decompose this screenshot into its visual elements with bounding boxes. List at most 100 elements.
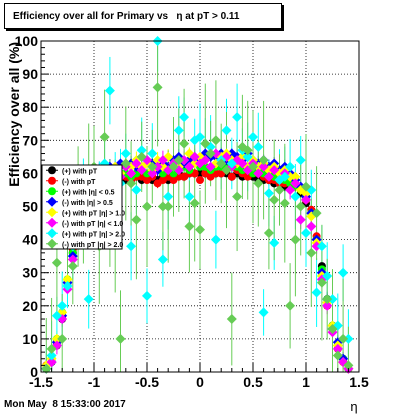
y-tick-label: 30 bbox=[22, 265, 38, 281]
y-tick-label: 60 bbox=[22, 165, 38, 181]
data-point bbox=[57, 333, 68, 344]
data-point bbox=[295, 155, 306, 166]
data-point bbox=[126, 168, 137, 179]
data-point bbox=[322, 271, 333, 282]
legend-label: (-) with pT |η| < 1.0 bbox=[62, 221, 123, 228]
y-tick-label: 40 bbox=[22, 232, 38, 248]
data-point bbox=[274, 184, 285, 195]
data-point bbox=[290, 171, 301, 182]
data-point bbox=[62, 280, 73, 291]
data-point bbox=[200, 155, 211, 166]
data-point bbox=[157, 201, 168, 212]
data-point bbox=[120, 158, 131, 169]
legend-label: (-) with pT bbox=[62, 179, 96, 186]
data-point bbox=[290, 191, 301, 202]
data-point bbox=[343, 360, 354, 371]
data-point bbox=[332, 343, 343, 354]
data-point bbox=[226, 314, 237, 325]
legend-label: (+) with |η| < 0.5 bbox=[62, 189, 115, 196]
data-point bbox=[242, 145, 253, 156]
data-point bbox=[279, 198, 290, 209]
data-point bbox=[322, 300, 333, 311]
data-point bbox=[258, 161, 269, 172]
data-point bbox=[142, 201, 152, 212]
data-point bbox=[316, 241, 327, 252]
data-point bbox=[279, 171, 290, 182]
data-point bbox=[285, 161, 296, 172]
data-point bbox=[163, 201, 174, 212]
data-point bbox=[179, 155, 190, 166]
y-axis-label: Efficiency over all (%) bbox=[6, 42, 22, 187]
data-point bbox=[226, 158, 237, 169]
data-point bbox=[115, 333, 126, 344]
data-point bbox=[227, 172, 236, 181]
data-point bbox=[142, 290, 152, 301]
data-point bbox=[189, 151, 200, 162]
title-box: Efficiency over all for Primary vs η at … bbox=[4, 3, 282, 29]
data-point bbox=[269, 194, 280, 205]
data-point bbox=[173, 155, 184, 166]
data-point bbox=[258, 307, 269, 318]
data-point bbox=[338, 267, 349, 278]
data-point bbox=[242, 151, 253, 162]
data-point bbox=[269, 237, 280, 248]
y-tick-label: 10 bbox=[22, 331, 38, 347]
data-point bbox=[120, 148, 131, 159]
data-point bbox=[136, 151, 147, 162]
legend-label: (+) with pT |η| > 1.0 bbox=[62, 210, 125, 217]
data-point bbox=[306, 221, 317, 232]
data-point bbox=[62, 274, 73, 285]
tick-labels: 0 10 20 30 40 50 60 70 80 90 100 -1.5 -1 -0.5 0 0.5 1 1.5 bbox=[15, 33, 369, 390]
data-point bbox=[253, 178, 264, 189]
data-point bbox=[311, 208, 322, 219]
data-point bbox=[184, 221, 195, 232]
data-point bbox=[316, 277, 327, 288]
data-point bbox=[152, 155, 163, 166]
data-point bbox=[343, 333, 354, 344]
legend-label: (+) with pT |η| > 2.0 bbox=[62, 231, 125, 238]
data-point bbox=[327, 323, 338, 334]
data-point bbox=[184, 161, 195, 172]
x-tick-label: 1 bbox=[302, 374, 310, 390]
data-point bbox=[263, 171, 274, 182]
data-point bbox=[173, 125, 184, 136]
data-point bbox=[301, 227, 311, 238]
data-point bbox=[301, 181, 311, 192]
data-point bbox=[210, 135, 221, 146]
data-point bbox=[147, 168, 158, 179]
data-point bbox=[46, 343, 57, 354]
data-point bbox=[152, 82, 163, 93]
data-point bbox=[157, 155, 168, 166]
data-point bbox=[195, 131, 205, 142]
data-point bbox=[67, 261, 78, 272]
data-point bbox=[263, 188, 274, 199]
y-tick-label: 20 bbox=[22, 298, 38, 314]
data-point bbox=[168, 161, 179, 172]
data-point bbox=[311, 241, 322, 252]
data-point bbox=[263, 227, 274, 238]
y-tick-label: 0 bbox=[30, 364, 38, 380]
y-tick-label: 90 bbox=[22, 66, 38, 82]
x-tick-label: 0.5 bbox=[243, 374, 263, 390]
data-point bbox=[232, 191, 243, 202]
data-point bbox=[131, 158, 142, 169]
x-tick-label: -0.5 bbox=[135, 374, 159, 390]
data-point bbox=[57, 300, 68, 311]
data-point bbox=[338, 333, 349, 344]
data-point bbox=[311, 287, 322, 298]
data-point bbox=[332, 350, 343, 361]
data-point bbox=[51, 310, 62, 321]
legend-label: (+) with pT bbox=[62, 168, 98, 175]
data-point bbox=[136, 145, 147, 156]
data-point bbox=[163, 191, 174, 202]
data-point bbox=[295, 214, 306, 225]
x-tick-label: -1.5 bbox=[29, 374, 53, 390]
data-point bbox=[322, 294, 333, 305]
data-point bbox=[248, 161, 258, 172]
data-point bbox=[147, 148, 158, 159]
data-point bbox=[51, 257, 62, 268]
data-point bbox=[306, 247, 317, 258]
y-tick-label: 80 bbox=[22, 99, 38, 115]
data-point bbox=[232, 112, 243, 123]
